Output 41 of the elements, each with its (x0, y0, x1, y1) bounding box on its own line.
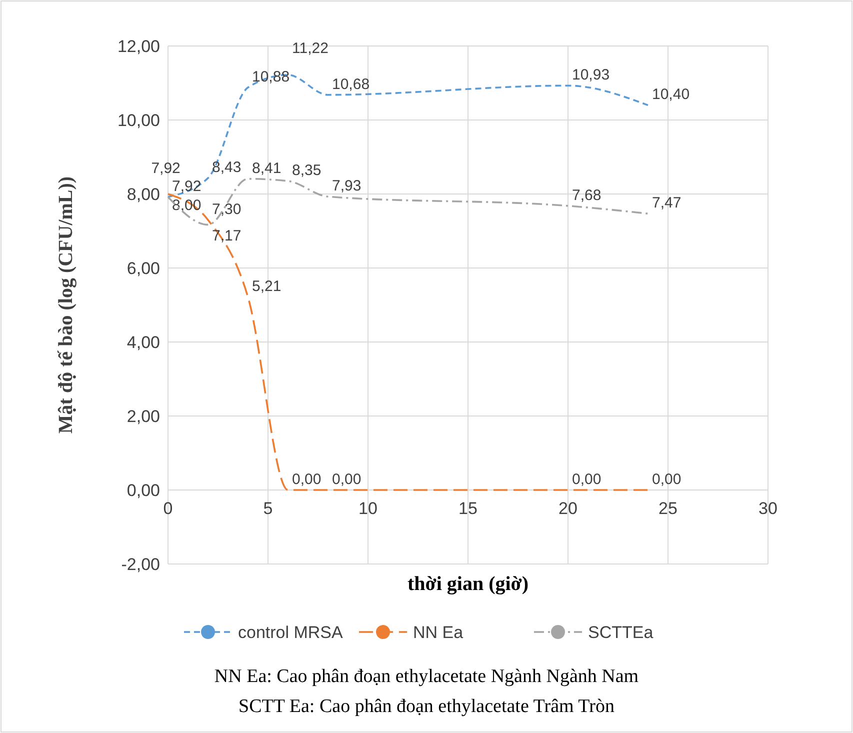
y-tick-label: 6,00 (126, 259, 160, 278)
data-label: 7,92 (172, 178, 202, 195)
x-tick-label: 10 (358, 499, 378, 518)
data-label: 7,30 (212, 200, 242, 218)
data-label: 11,22 (292, 40, 328, 57)
data-label: 5,21 (252, 278, 282, 296)
legend-label: SCTTEa (588, 623, 654, 642)
x-tick-label: 25 (658, 499, 678, 518)
legend-label: NN Ea (413, 623, 464, 642)
data-label: 7,93 (332, 178, 362, 195)
x-tick-label: 5 (263, 499, 273, 518)
text: NN Ea: Cao phân đoạn ethylacetate Ngành Ngành Nam (214, 666, 639, 687)
data-label: 10,68 (332, 76, 370, 93)
y-tick-label: 0,00 (126, 481, 160, 500)
data-label: 8,41 (252, 160, 282, 177)
y-tick-label: 2,00 (126, 407, 160, 426)
data-label: 0,00 (572, 471, 602, 488)
y-tick-label: 10,00 (117, 111, 160, 130)
data-label: 0,00 (332, 471, 362, 488)
text: SCTT Ea: Cao phân đoạn ethylacetate Trâm Tròn (238, 696, 615, 717)
y-tick-label: 4,00 (126, 333, 160, 352)
y-tick-label: 8,00 (126, 185, 160, 204)
y-axis-title: Mật độ tế bào (log (CFU/mL)) (55, 176, 77, 434)
y-tick-label: 12,00 (117, 37, 160, 56)
data-label: 7,47 (652, 194, 682, 212)
data-label: 10,93 (572, 66, 610, 84)
legend-label: control MRSA (238, 623, 344, 642)
data-label: 0,00 (292, 471, 322, 488)
data-label: 10,40 (652, 86, 690, 104)
data-label: 7,68 (572, 186, 602, 204)
x-tick-label: 30 (758, 499, 778, 518)
x-tick-label: 15 (458, 499, 478, 518)
data-label: 7,92 (151, 160, 180, 177)
line-series (167, 178, 649, 226)
x-axis-title: thời gian (giờ) (407, 573, 529, 595)
x-tick-label: 20 (558, 499, 578, 518)
data-label: 0,00 (652, 471, 682, 488)
y-tick-label: -2,00 (121, 555, 160, 574)
x-tick-label: 0 (163, 499, 173, 518)
data-label: 8,43 (212, 159, 242, 176)
data-label: 8,35 (292, 162, 322, 180)
